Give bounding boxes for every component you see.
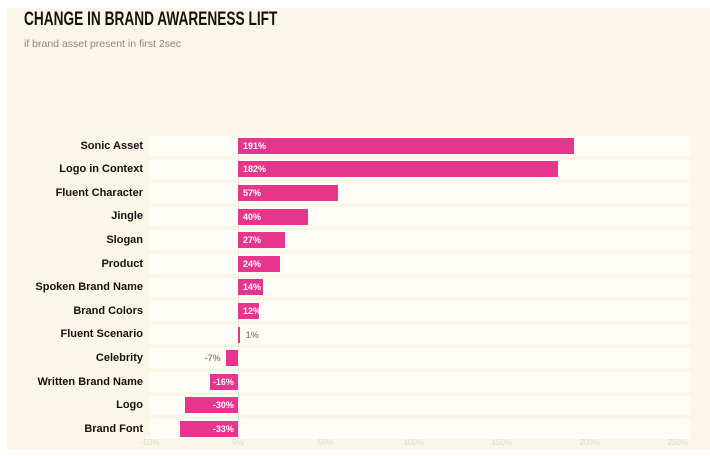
x-tick-label: 0% (232, 438, 244, 447)
value-label: -33% (212, 423, 234, 434)
bar (237, 137, 574, 154)
x-tick-label: 50% (317, 438, 334, 447)
bar (237, 184, 339, 201)
chart-row-band (150, 324, 690, 345)
value-label: -7% (204, 353, 221, 364)
category-label: Written Brand Name (37, 375, 143, 388)
chart-row-band (150, 348, 690, 368)
x-tick-label: 100% (403, 438, 425, 447)
bar (225, 350, 238, 367)
value-label: 191% (242, 140, 266, 151)
category-label: Logo (116, 399, 143, 412)
zero-axis-line (237, 136, 239, 439)
bar (237, 255, 281, 272)
chart-row-band (150, 206, 690, 227)
bar (237, 279, 263, 296)
value-label: 24% (242, 258, 261, 269)
bar (179, 420, 238, 437)
x-tick-label: 250% (667, 438, 688, 447)
value-label: -16% (212, 376, 234, 387)
category-label: Sonic Asset (80, 139, 143, 152)
chart-title: CHANGE IN BRAND AWARENESS LIFT (24, 9, 278, 30)
chart-row-band (150, 277, 690, 298)
category-label: Jingle (111, 210, 143, 223)
x-tick-label: 200% (579, 438, 600, 447)
value-label: 14% (242, 282, 261, 293)
chart-row-band (150, 230, 690, 250)
category-label: Slogan (106, 233, 143, 246)
chart-subtitle: if brand asset present in first 2sec (24, 38, 181, 50)
category-label: Product (101, 257, 143, 270)
x-tick-label: 150% (491, 438, 513, 447)
bar (237, 161, 559, 178)
bar (209, 373, 238, 390)
chart-row-band (150, 372, 690, 392)
bar (237, 208, 309, 225)
category-label: Brand Colors (73, 304, 143, 317)
category-label: Celebrity (95, 351, 143, 364)
chart-row-band (150, 254, 690, 274)
value-label: 182% (242, 164, 266, 175)
value-label: -30% (212, 400, 234, 411)
bar (237, 302, 260, 319)
chart-row-band (150, 419, 690, 439)
category-label: Logo in Context (59, 163, 143, 176)
bar (237, 232, 286, 249)
value-label: 27% (242, 235, 261, 246)
category-label: Spoken Brand Name (35, 281, 143, 294)
value-label: 40% (242, 211, 261, 222)
x-tick-label: -50% (140, 438, 160, 447)
value-label: 57% (242, 187, 261, 198)
bar (237, 326, 240, 343)
value-label: 1% (245, 329, 259, 340)
chart-row-band (150, 395, 690, 416)
value-label: 12% (242, 305, 261, 316)
chart-row-band (150, 183, 690, 203)
category-label: Fluent Scenario (60, 328, 143, 341)
bar (185, 397, 238, 414)
chart-row-band (150, 301, 690, 321)
category-label: Fluent Character (55, 186, 143, 199)
category-label: Brand Font (84, 422, 143, 435)
